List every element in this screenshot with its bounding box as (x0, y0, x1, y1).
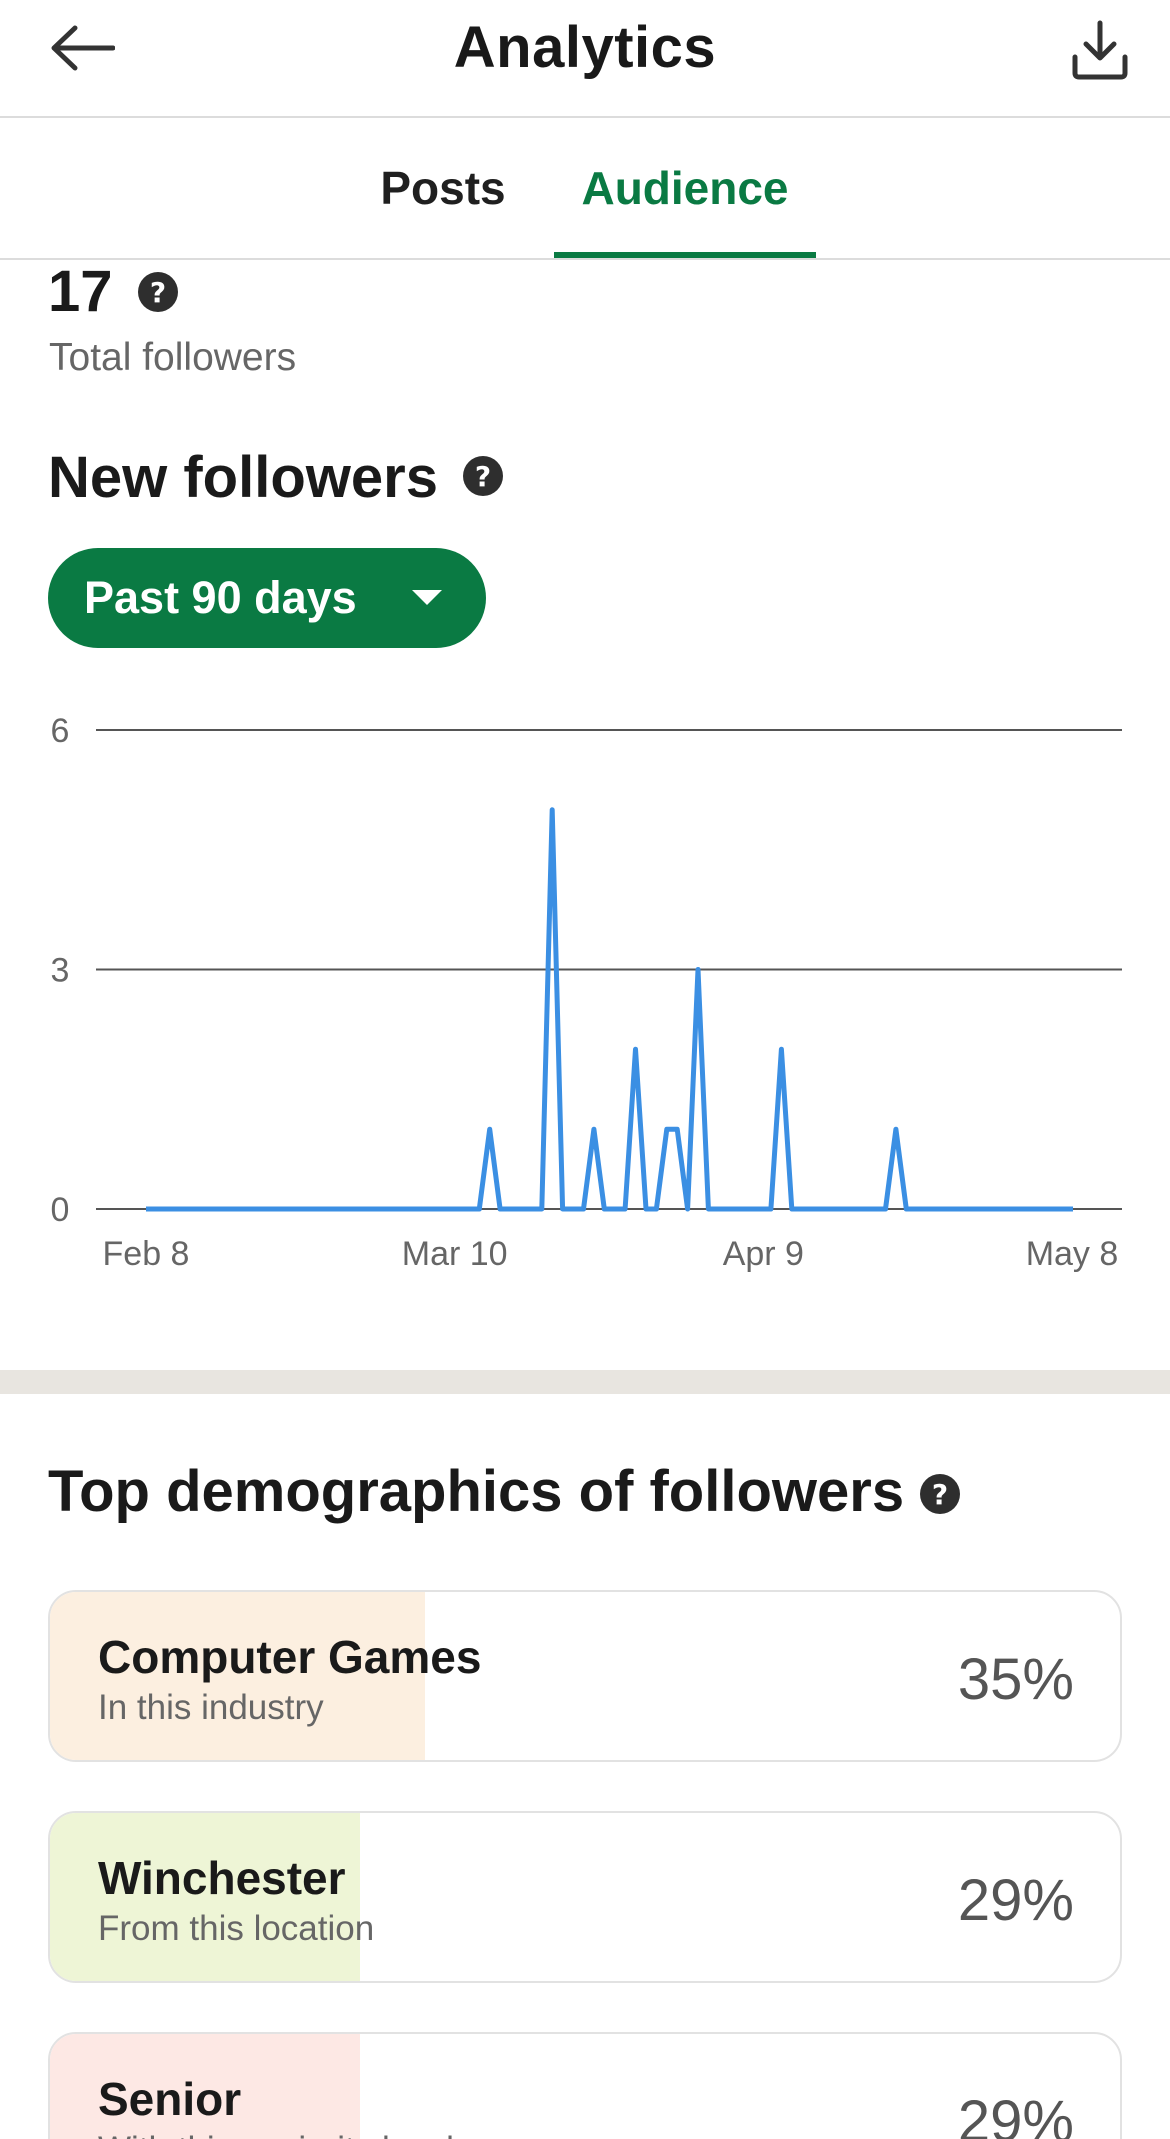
app-header: Analytics (0, 0, 1170, 118)
download-button[interactable] (1060, 14, 1140, 90)
download-icon (1070, 19, 1130, 86)
new-followers-chart: 0 3 6 Feb 8 Mar 10 Apr 9 May 8 (0, 690, 1170, 1290)
back-button[interactable] (44, 18, 120, 82)
date-range-dropdown[interactable]: Past 90 days (48, 548, 486, 648)
tab-audience[interactable]: Audience (581, 162, 789, 214)
demographic-percent: 35% (957, 1647, 1074, 1712)
demographic-bar-fill (50, 1813, 361, 1981)
help-icon[interactable]: ? (463, 456, 503, 496)
arrow-left-icon (49, 25, 116, 76)
x-tick-label: Mar 10 (402, 1235, 508, 1273)
tab-posts[interactable]: Posts (380, 162, 506, 214)
line-chart: 0 3 6 Feb 8 Mar 10 Apr 9 May 8 (51, 712, 1122, 1273)
y-tick-label: 6 (51, 712, 70, 750)
tab-bar: Posts Audience (0, 118, 1170, 260)
help-icon[interactable]: ? (138, 272, 178, 312)
followers-series-line (146, 807, 1073, 1212)
page-title: Analytics (453, 15, 717, 80)
demographic-bar-fill (50, 2034, 361, 2139)
help-icon[interactable]: ? (920, 1474, 960, 1514)
demographics-title: Top demographics of followers (48, 1459, 905, 1524)
demographic-subtitle: With this seniority level (98, 2130, 454, 2139)
demographic-subtitle: From this location (98, 1909, 375, 1948)
demographic-name: Senior (98, 2073, 242, 2125)
demographic-bar-fill (50, 1592, 425, 1760)
demographic-percent: 29% (957, 1868, 1074, 1933)
demographic-card-industry[interactable]: Computer Games In this industry 35% (48, 1590, 1122, 1762)
demographic-subtitle: In this industry (98, 1688, 324, 1727)
demographic-name: Winchester (98, 1852, 346, 1904)
total-followers-label: Total followers (49, 336, 297, 379)
x-tick-label: May 8 (1026, 1235, 1119, 1273)
caret-down-icon (412, 590, 442, 605)
total-followers-count: 17 (48, 259, 113, 324)
demographic-card-seniority[interactable]: Senior With this seniority level 29% (48, 2032, 1122, 2139)
demographic-card-location[interactable]: Winchester From this location 29% (48, 1811, 1122, 1983)
date-range-label: Past 90 days (84, 572, 357, 623)
new-followers-title: New followers (48, 445, 438, 510)
x-tick-label: Apr 9 (723, 1235, 804, 1273)
demographic-percent: 29% (957, 2089, 1074, 2139)
active-tab-indicator (554, 252, 816, 258)
y-tick-label: 0 (51, 1191, 70, 1229)
demographic-name: Computer Games (98, 1631, 482, 1683)
section-divider (0, 1370, 1170, 1394)
x-tick-label: Feb 8 (103, 1235, 190, 1273)
y-tick-label: 3 (51, 952, 70, 990)
